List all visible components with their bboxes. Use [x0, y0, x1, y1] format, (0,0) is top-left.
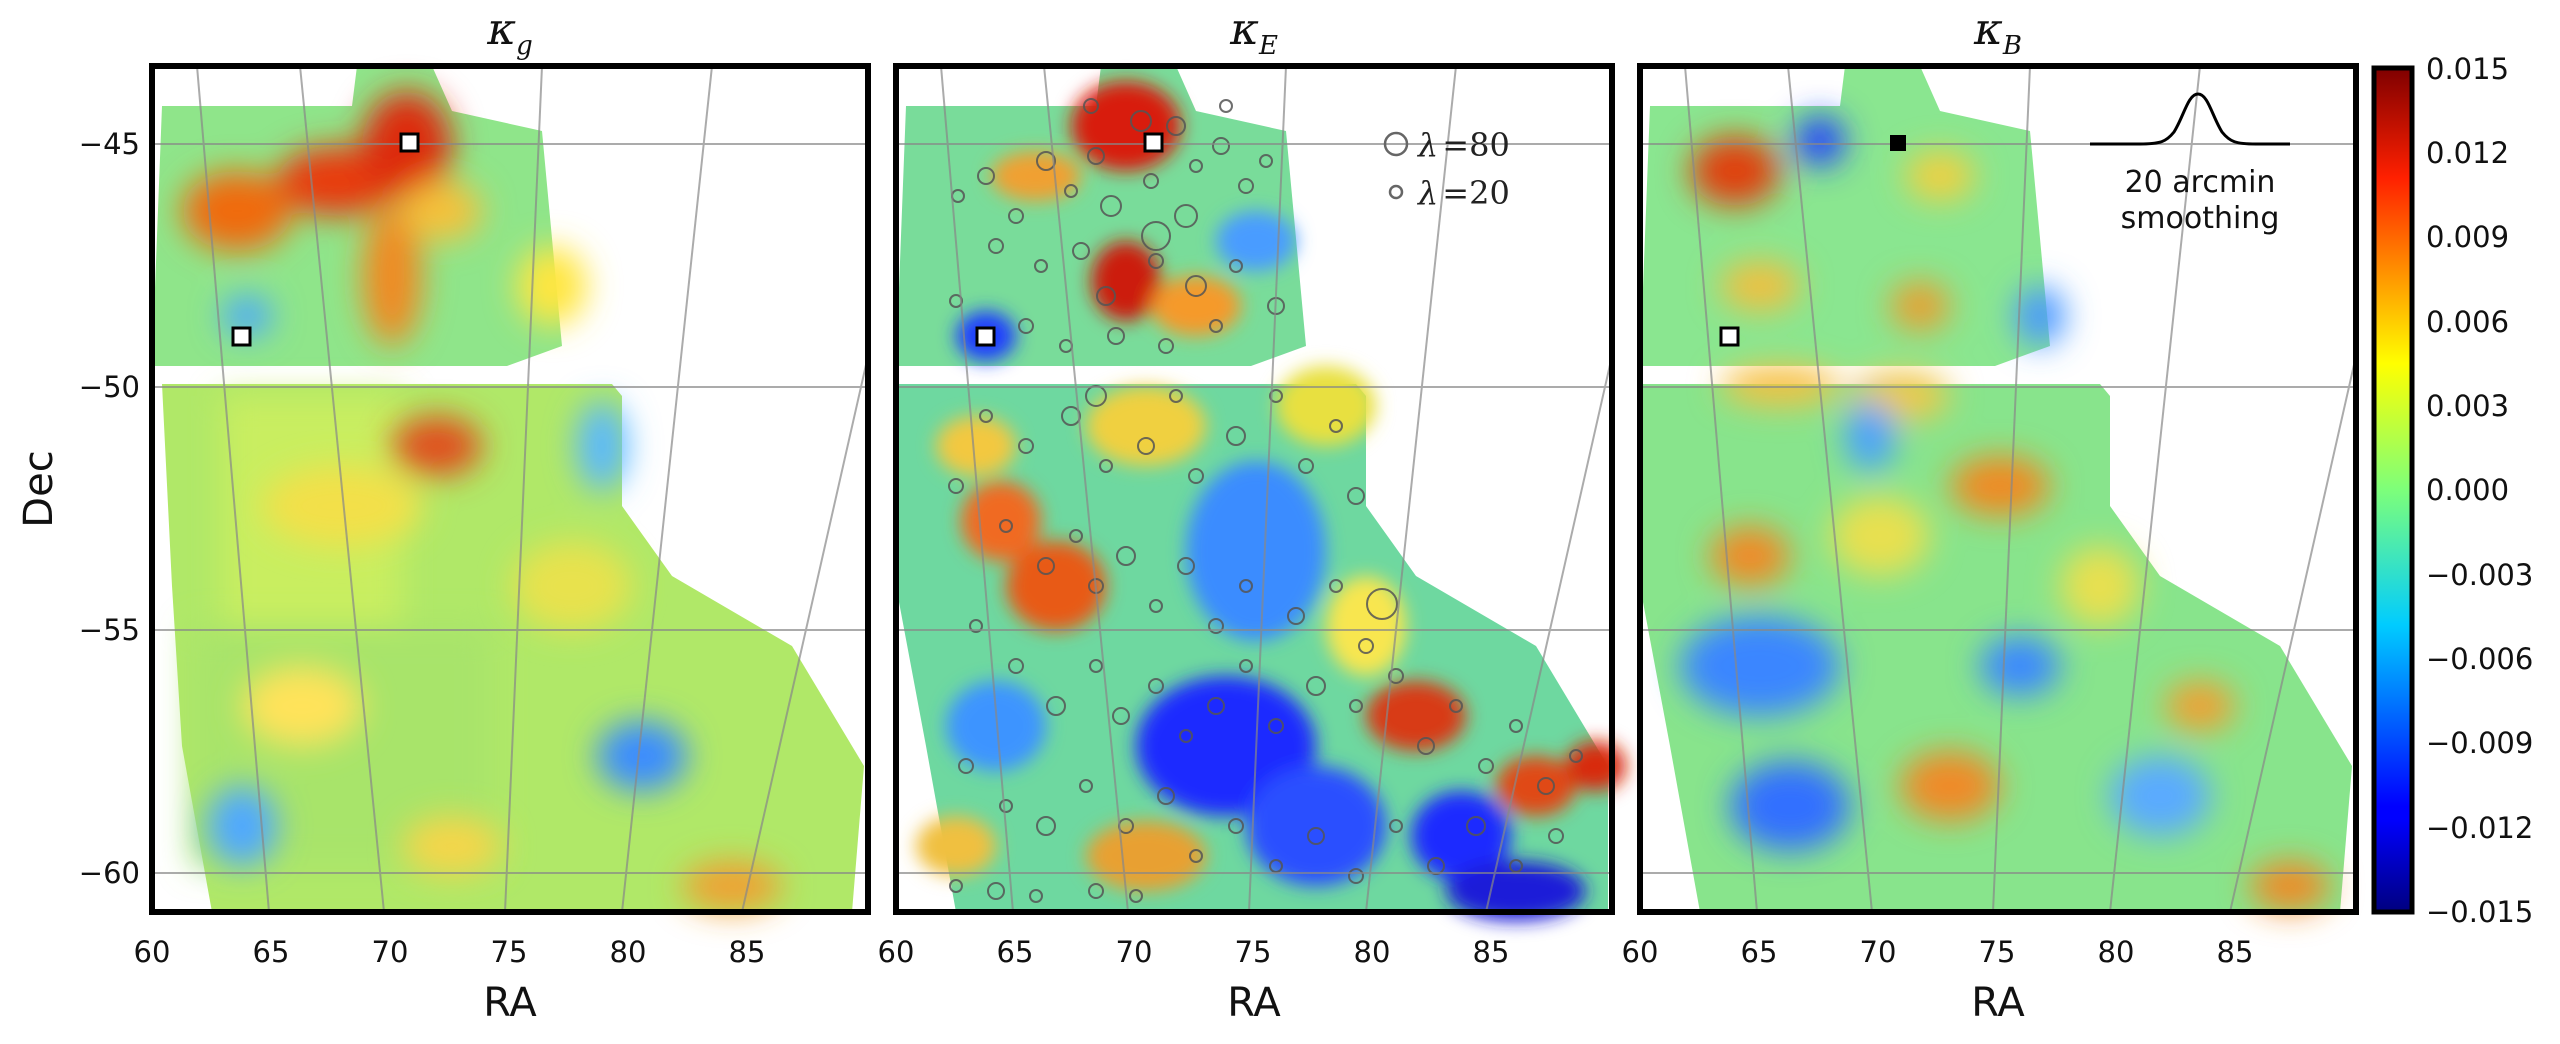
- smoothing-label-line2: smoothing: [2121, 201, 2280, 236]
- x-axis-label: RA: [1227, 980, 1281, 1026]
- x-tick-label: 60: [1622, 935, 1659, 969]
- colorbar-frame: [2371, 65, 2415, 915]
- colorbar-tick-label: 0.012: [2426, 136, 2509, 170]
- marker-square: [399, 132, 420, 153]
- marker-square: [1719, 326, 1740, 347]
- x-axis-panel-1: 60 65 70 75 80 85 RA: [134, 935, 766, 1026]
- x-tick-label: 70: [1860, 935, 1897, 969]
- colorbar-tick-label: 0.009: [2426, 220, 2509, 254]
- x-axis-label: RA: [483, 980, 537, 1026]
- marker-square: [1890, 135, 1906, 151]
- x-tick-label: 70: [1116, 935, 1153, 969]
- graticule: [896, 65, 1613, 913]
- colorbar-tick-label: −0.015: [2426, 895, 2533, 929]
- graticule: [152, 65, 869, 913]
- graticule: [1640, 65, 2357, 913]
- panel-title-kappa-e: κE: [1229, 4, 1278, 61]
- colorbar: 0.015 0.012 0.009 0.006 0.003 0.000 −0.0…: [2371, 52, 2533, 929]
- legend-marker-small: [1388, 184, 1404, 200]
- y-tick-label: −55: [79, 613, 140, 647]
- colorbar-tick-label: −0.003: [2426, 558, 2533, 592]
- x-tick-label: 60: [134, 935, 171, 969]
- y-axis: −45 −50 −55 −60 Dec: [16, 127, 140, 890]
- panel-frame: [893, 63, 1615, 915]
- x-axis-label: RA: [1971, 980, 2025, 1026]
- marker-square: [975, 326, 996, 347]
- y-tick-label: −60: [79, 856, 140, 890]
- smoothing-label-line1: 20 arcmin: [2125, 165, 2276, 200]
- y-axis-label: Dec: [16, 450, 62, 527]
- marker-square: [231, 326, 252, 347]
- legend-label-small: λ =20: [1416, 174, 1510, 212]
- smoothing-kernel: 20 arcmin smoothing: [2090, 92, 2290, 236]
- panel-frame: [1637, 63, 2359, 915]
- colorbar-ticks: 0.015 0.012 0.009 0.006 0.003 0.000 −0.0…: [2426, 52, 2533, 929]
- legend-label-large: λ =80: [1416, 126, 1510, 164]
- x-tick-label: 75: [1235, 935, 1272, 969]
- x-tick-label: 65: [1741, 935, 1778, 969]
- colorbar-tick-label: −0.009: [2426, 726, 2533, 760]
- marker-square: [1143, 132, 1164, 153]
- panel-title-kappa-g: κg: [486, 4, 533, 61]
- colorbar-tick-label: 0.015: [2426, 52, 2509, 86]
- x-tick-label: 65: [253, 935, 290, 969]
- legend: λ =80 λ =20: [1383, 126, 1510, 212]
- y-tick-label: −45: [79, 127, 140, 161]
- x-tick-label: 85: [729, 935, 766, 969]
- panel-kappa-g: [149, 63, 871, 915]
- x-tick-label: 75: [491, 935, 528, 969]
- x-tick-label: 80: [2098, 935, 2135, 969]
- x-tick-label: 80: [610, 935, 647, 969]
- x-tick-label: 60: [878, 935, 915, 969]
- colorbar-tick-label: 0.000: [2426, 473, 2509, 507]
- x-tick-label: 80: [1354, 935, 1391, 969]
- colorbar-tick-label: −0.006: [2426, 642, 2533, 676]
- panel-kappa-b: 20 arcmin smoothing: [1637, 63, 2359, 915]
- gaussian-curve: [2090, 92, 2290, 146]
- colorbar-tick-label: 0.006: [2426, 305, 2509, 339]
- x-tick-label: 75: [1979, 935, 2016, 969]
- legend-marker-large: [1383, 131, 1409, 157]
- colorbar-gradient: [2374, 68, 2412, 912]
- x-tick-label: 85: [2217, 935, 2254, 969]
- colorbar-tick-label: 0.003: [2426, 389, 2509, 423]
- x-axis-panel-2: 60 65 70 75 80 85 RA: [878, 935, 1510, 1026]
- y-tick-label: −50: [79, 370, 140, 404]
- x-tick-label: 85: [1473, 935, 1510, 969]
- map-features: [1680, 116, 2330, 911]
- panel-title-kappa-b: κB: [1973, 4, 2022, 61]
- panel-kappa-e: λ =80 λ =20: [893, 63, 1626, 921]
- x-tick-label: 65: [997, 935, 1034, 969]
- panel-frame: [149, 63, 871, 915]
- x-tick-label: 70: [372, 935, 409, 969]
- colorbar-tick-label: −0.012: [2426, 811, 2533, 845]
- x-axis-panel-3: 60 65 70 75 80 85 RA: [1622, 935, 2254, 1026]
